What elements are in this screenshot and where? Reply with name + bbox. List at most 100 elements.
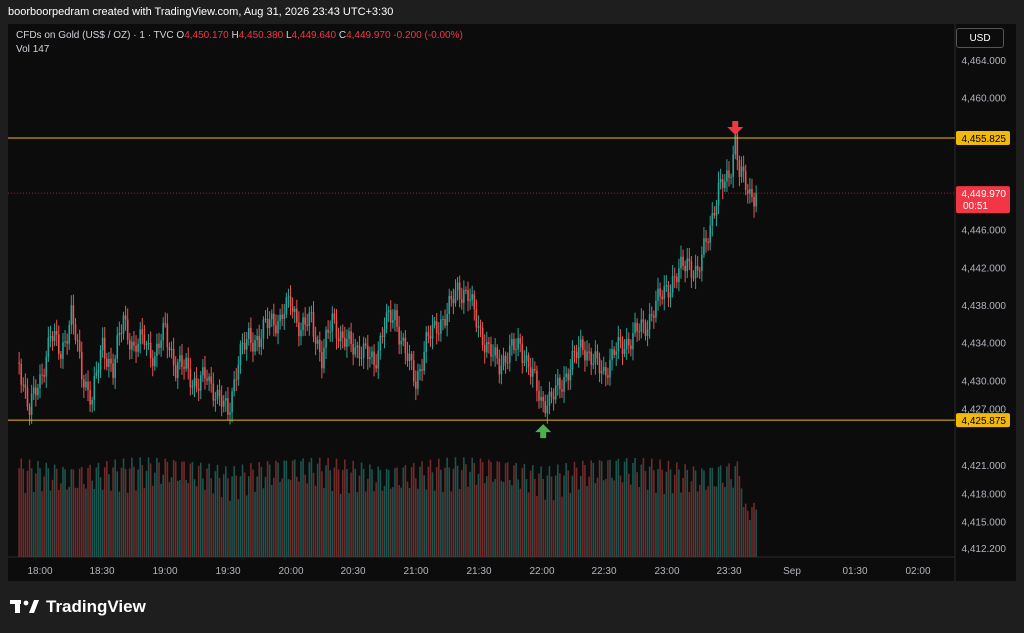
volume-bar [749,519,751,557]
candle-body [467,290,469,301]
volume-bar [202,478,204,557]
volume-value: 147 [32,44,50,55]
candle-body [444,318,446,326]
candle-body [112,363,114,378]
candle-body [680,256,682,269]
volume-bar [703,470,705,557]
candle-body [369,357,371,360]
volume-bar [419,466,421,557]
candle-body [204,367,206,379]
candle-body [408,353,411,361]
candle-body [536,370,538,391]
volume-bar [181,461,183,557]
candle-body [122,315,125,334]
candle-body [183,367,185,369]
candle-body [239,344,242,365]
candle-body [95,372,98,376]
candle-body [617,337,620,352]
time-tick-label: 18:00 [27,566,52,577]
volume-bar [289,479,292,557]
volume-bar [615,460,618,557]
candle-body [177,361,179,379]
volume-bar [256,476,258,557]
candle-body [523,361,526,363]
volume-bar [613,480,615,557]
volume-bar [736,461,739,557]
volume-bar [164,458,167,557]
volume-bar [623,461,626,557]
volume-bar [467,486,469,557]
volume-bar [412,463,415,557]
volume-bar [638,487,641,557]
candle-body [431,324,434,339]
candle-body [475,309,478,328]
volume-bar [72,469,75,557]
volume-bar [588,476,590,557]
candle-body [321,352,323,369]
candle-body [389,310,392,323]
volume-bar [450,491,453,557]
volume-bar [268,464,271,557]
time-tick-label: 19:30 [215,566,240,577]
time-tick-label: 02:00 [905,566,930,577]
candle-body [661,296,663,300]
candle-body [598,358,601,374]
volume-bar [350,472,352,557]
candle-body [527,355,530,368]
volume-bar [389,488,392,557]
volume-bar [506,462,509,557]
candle-body [529,367,532,377]
candle-body [254,340,256,352]
volume-bar [410,466,413,557]
candle-body [135,345,137,352]
candle-body [623,349,626,354]
volume-bar [498,461,501,557]
candle-body [147,342,150,345]
volume-bar [149,463,152,557]
candle-body [559,377,561,390]
candle-body [247,328,250,339]
candle-body [318,339,321,353]
currency-button[interactable]: USD [956,28,1004,48]
candle-body [554,385,557,400]
time-tick-label: 21:30 [466,566,491,577]
candle-body [437,333,440,335]
volume-bar [437,458,440,557]
candle-body [488,342,490,345]
volume-bar [481,462,484,557]
candle-body [584,350,586,361]
candle-body [573,350,576,352]
candle-body [646,329,649,337]
volume-bar [239,476,242,557]
candle-body [293,308,296,312]
volume-bar [465,464,467,557]
volume-bar [682,477,684,557]
candle-body [128,339,131,350]
volume-bar [210,478,213,557]
candle-body [534,368,536,371]
volume-bar [106,460,108,557]
candle-body [275,325,277,334]
volume-bar [241,464,244,557]
candle-body [521,343,524,363]
candle-body [619,337,622,341]
volume-bar [696,491,699,557]
candle-body [592,363,595,365]
volume-bar [312,472,315,557]
candle-body [149,342,152,359]
candle-body [692,277,695,279]
arrow-down-marker-icon [727,121,744,136]
volume-bar [185,479,187,557]
candle-body [87,381,89,390]
volume-bar [35,473,37,557]
candle-body [341,331,344,338]
candle-body [415,381,417,389]
volume-bar [89,464,91,557]
volume-bar [755,509,757,557]
volume-bar [356,492,359,557]
volume-bar [327,457,329,557]
candle-body [719,179,722,183]
volume-bar [684,464,686,557]
volume-bar [172,459,175,557]
